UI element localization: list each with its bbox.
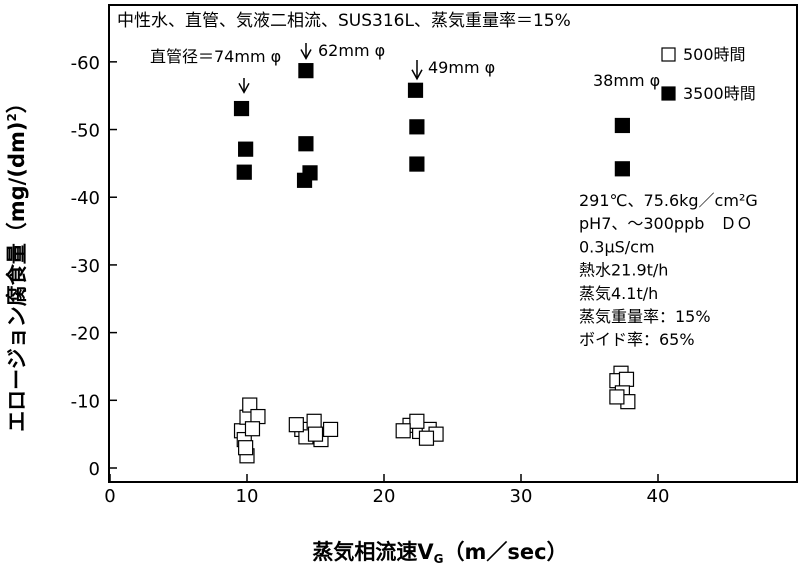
x-tick-label: 0 (104, 486, 115, 507)
data-point-3500h (296, 172, 313, 188)
test-conditions: 291℃、75.6kg／cm²G pH7、～300ppb ＤＯ 0.3μS/cm 熱水… (579, 191, 758, 349)
data-point-500h (609, 389, 625, 405)
condition-line: 291℃、75.6kg／cm²G (579, 191, 758, 210)
series-filled (233, 63, 630, 188)
condition-line: 熱水21.9t/h (579, 261, 668, 280)
x-axis-label-main: 蒸気相流速V (312, 540, 434, 564)
size-annotation-label: 49mm φ (428, 58, 495, 77)
annotation-arrow-head (411, 69, 423, 81)
data-points (233, 63, 636, 464)
data-point-500h (288, 417, 304, 433)
data-point-500h (418, 430, 435, 446)
chart-title: 中性水、直管、気液二相流、SUS316L、蒸気重量率＝15% (117, 11, 571, 31)
size-annotation-label: 38mm φ (593, 71, 660, 90)
y-tick-label: -40 (71, 188, 100, 209)
condition-line: 蒸気4.1t/h (579, 284, 658, 303)
size-annotations: 直管径＝74mm φ 62mm φ 49mm φ 38mm φ (150, 41, 660, 94)
data-point-500h (395, 423, 411, 439)
data-point-500h (238, 440, 254, 456)
data-point-3500h (614, 117, 630, 134)
legend-marker-3500h (661, 86, 676, 101)
y-tick-label: 0 (89, 459, 100, 480)
data-point-3500h (409, 156, 425, 172)
x-tick-label: 20 (373, 486, 396, 507)
y-tick-label: -10 (71, 391, 100, 412)
data-point-3500h (236, 164, 252, 180)
legend-label: 3500時間 (683, 84, 756, 103)
data-point-500h (244, 421, 261, 437)
legend-label: 500時間 (683, 45, 746, 64)
data-point-3500h (409, 119, 425, 135)
condition-line: ボイド率：65% (579, 330, 695, 349)
data-point-3500h (238, 141, 254, 157)
condition-line: pH7、～300ppb ＤＯ (579, 214, 752, 233)
y-tick-label: -60 (71, 53, 100, 74)
x-axis-label-unit: （m／sec） (444, 540, 568, 564)
size-annotation-label: 直管径＝74mm φ (150, 47, 281, 66)
annotation-arrow-head (238, 82, 250, 94)
data-point-3500h (614, 161, 630, 177)
x-axis: 0 10 20 30 40 (104, 474, 669, 507)
y-tick-label: -50 (71, 121, 100, 142)
x-tick-label: 30 (510, 486, 533, 507)
condition-line: 0.3μS/cm (579, 237, 655, 256)
legend-marker-500h (661, 47, 676, 62)
data-point-3500h (298, 63, 314, 79)
data-point-500h (307, 426, 324, 442)
y-axis-label: エロージョン腐食量（mg/(dm)2） (5, 92, 29, 432)
data-point-3500h (407, 82, 424, 98)
data-point-500h (409, 413, 425, 429)
data-point-3500h (233, 100, 250, 117)
size-annotation-label: 62mm φ (318, 41, 385, 60)
annotation-arrow-head (300, 49, 312, 61)
y-axis-label-main: エロージョン腐食量（mg/(dm) (5, 122, 29, 432)
y-tick-label: -20 (71, 324, 100, 345)
data-point-3500h (298, 136, 314, 152)
data-point-500h (322, 421, 339, 438)
data-point-500h (242, 397, 258, 413)
x-axis-label-subscript: G (434, 552, 444, 566)
series-open (233, 365, 636, 464)
y-tick-label: -30 (71, 256, 100, 277)
plot-frame (108, 4, 798, 483)
legend: 500時間 3500時間 (661, 45, 756, 103)
data-point-500h (306, 413, 322, 429)
y-axis-label-superscript: 2 (5, 113, 19, 121)
data-point-500h (618, 371, 635, 387)
x-tick-label: 10 (236, 486, 259, 507)
condition-line: 蒸気重量率：15% (579, 307, 711, 326)
x-tick-label: 40 (647, 486, 670, 507)
x-axis-label: 蒸気相流速VG（m／sec） (312, 540, 567, 566)
y-axis-label-close: ） (5, 92, 29, 113)
y-axis: 0 -10 -20 -30 -40 -50 -60 (71, 53, 117, 480)
